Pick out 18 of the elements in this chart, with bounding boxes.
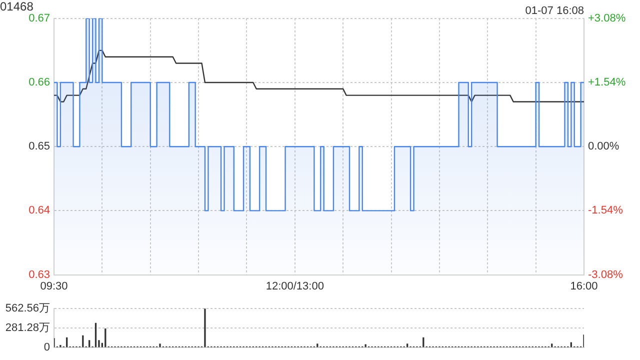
y2-tick-label: -1.54% <box>588 204 624 217</box>
y-tick-label: 0.66 <box>28 76 50 89</box>
y-tick-label: 0.63 <box>28 268 50 281</box>
y-tick-label: 281.28万 <box>5 322 50 334</box>
x-tick-label: 12:00/13:00 <box>266 280 324 292</box>
y2-tick-label: 0.00% <box>588 140 620 153</box>
x-tick-label: 09:30 <box>40 280 68 292</box>
y-tick-label: 562.56万 <box>5 302 50 315</box>
y2-tick-label: -3.08% <box>588 268 624 281</box>
y2-tick-label: +3.08% <box>588 12 626 24</box>
text: 01-07 16:08 <box>525 4 584 17</box>
chart-title: 01468 <box>0 0 34 14</box>
x-tick-label: 16:00 <box>570 280 598 292</box>
y-tick-label: 0.67 <box>28 12 50 24</box>
y-tick-label: 0 <box>44 341 50 354</box>
y-tick-label: 0.65 <box>28 140 50 153</box>
y2-tick-label: +1.54% <box>588 76 626 89</box>
y-tick-label: 0.64 <box>28 204 50 217</box>
